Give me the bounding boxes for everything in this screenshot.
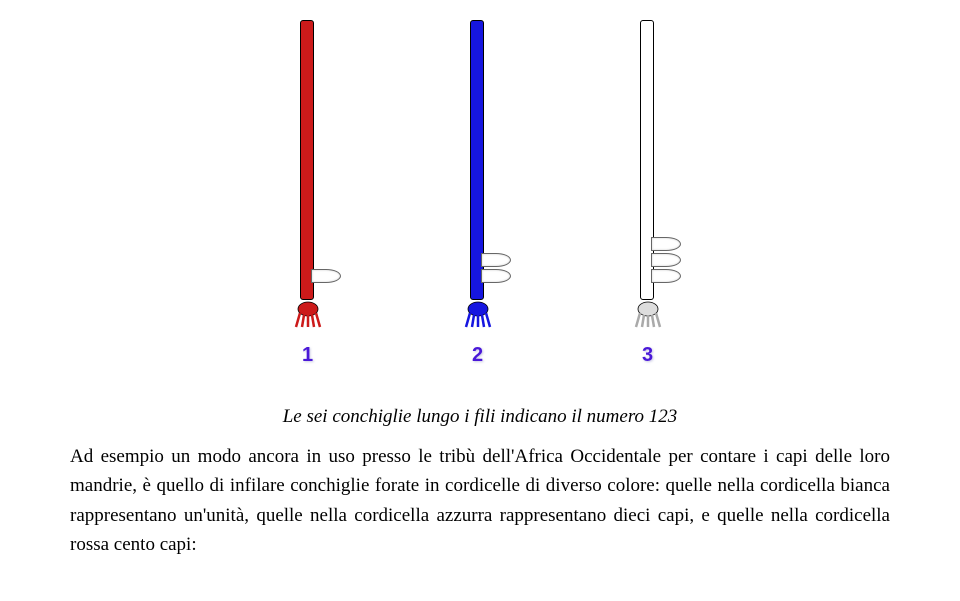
shell-icon <box>651 253 681 267</box>
shell-icon <box>311 269 341 283</box>
cord-blue <box>470 20 484 300</box>
cord-illustration: 1 2 3 <box>0 0 960 400</box>
knot-icon <box>633 299 663 329</box>
body-paragraph: Ad esempio un modo ancora in uso presso … <box>70 442 890 560</box>
cord-body <box>300 20 314 300</box>
shell-icon <box>481 253 511 267</box>
shell-icon <box>651 269 681 283</box>
cord-body <box>640 20 654 300</box>
cord-label-3: 3 <box>642 344 653 367</box>
shell-group <box>481 253 521 285</box>
cord-body <box>470 20 484 300</box>
knot-icon <box>463 299 493 329</box>
shell-icon <box>651 237 681 251</box>
shell-group <box>651 237 691 285</box>
cord-red <box>300 20 314 300</box>
cord-label-1: 1 <box>302 344 313 367</box>
shell-icon <box>481 269 511 283</box>
shell-group <box>311 269 351 285</box>
figure-caption: Le sei conchiglie lungo i fili indicano … <box>70 402 890 431</box>
cord-white <box>640 20 654 300</box>
knot-icon <box>293 299 323 329</box>
cord-label-2: 2 <box>472 344 483 367</box>
